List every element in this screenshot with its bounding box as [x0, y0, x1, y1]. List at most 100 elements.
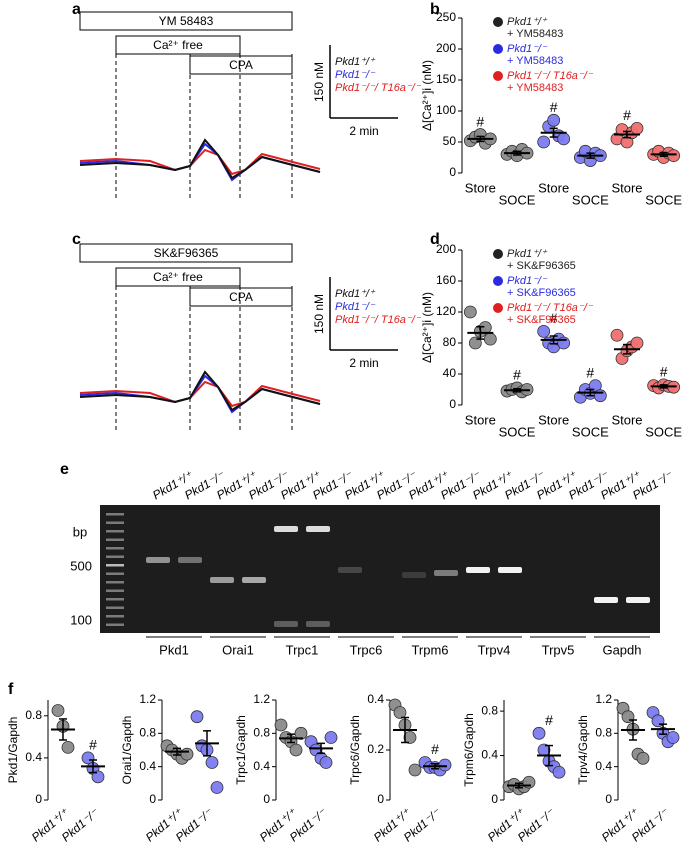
annotation: #: [550, 310, 558, 326]
legend-detail: + YM58483: [507, 55, 563, 67]
y-axis-label: Trpc6/Gapdh: [348, 715, 362, 785]
data-point: [190, 710, 204, 724]
gel-band: [146, 557, 170, 563]
data-point: [324, 731, 338, 744]
data-point: [319, 756, 333, 769]
y-tick-label: 40: [443, 366, 457, 380]
trace-legend: Pkd1⁻/⁻/ T16a⁻/⁻: [335, 314, 422, 326]
trace: [79, 380, 321, 408]
y-tick-label: 0: [377, 792, 384, 806]
trace: [79, 370, 321, 412]
legend-name: Pkd1⁻/⁻: [507, 275, 548, 287]
y-tick-label: 160: [436, 273, 456, 287]
x-tick-label: Store: [538, 180, 569, 195]
data-point: [403, 731, 417, 744]
data-point: [393, 706, 407, 719]
annotation: #: [431, 741, 439, 757]
legend-name: Pkd1⁻/⁻/ T16a⁻/⁻: [507, 302, 594, 314]
legend-marker: [493, 303, 503, 313]
ladder-band: [106, 598, 124, 601]
ladder-band: [106, 538, 124, 541]
y-tick-label: 0: [149, 792, 156, 806]
gel-unit: bp: [73, 524, 87, 539]
data-point: [557, 132, 571, 146]
y-tick-label: 250: [436, 10, 456, 24]
marker-label: 500: [70, 558, 92, 573]
legend-name: Pkd1⁺/⁺: [507, 16, 548, 28]
data-point: [552, 765, 566, 779]
gene-label: Trpm6: [411, 642, 448, 657]
data-point: [463, 305, 477, 319]
annotation: #: [89, 737, 97, 753]
y-tick-label: 0: [35, 792, 42, 806]
legend-marker: [493, 276, 503, 286]
data-point: [468, 336, 482, 350]
protocol-label: CPA: [229, 290, 253, 304]
legend-name: Pkd1⁺/⁺: [507, 248, 548, 260]
y-axis-label: Trpc1/Gapdh: [234, 715, 248, 785]
y-tick-label: 0.8: [25, 708, 42, 722]
x-tick-label: Store: [538, 412, 569, 427]
scale-label: 150 nM: [312, 62, 326, 102]
data-point: [289, 743, 303, 757]
y-tick-label: 0: [263, 792, 270, 806]
data-point: [651, 714, 665, 728]
gel-band: [594, 597, 618, 603]
y-tick-label: 200: [436, 242, 456, 256]
panel-label: f: [8, 681, 14, 698]
annotation: #: [550, 99, 558, 115]
legend-marker: [493, 17, 503, 27]
ladder-band: [106, 615, 124, 618]
panel-label: b: [430, 1, 440, 18]
y-axis-label: Trpm6/Gapdh: [462, 713, 476, 787]
trace-legend: Pkd1⁺/⁺: [335, 288, 376, 300]
gel-band: [338, 567, 362, 573]
data-point: [537, 324, 551, 338]
gel-band: [210, 577, 234, 583]
protocol-box: [79, 11, 293, 31]
annotation: #: [545, 712, 553, 728]
data-point: [438, 758, 452, 772]
protocol-box: [115, 267, 241, 287]
annotation: #: [513, 367, 521, 383]
x-tick-label: Store: [465, 180, 496, 195]
y-axis-label: Δ[Ca²⁺]i (nM): [420, 292, 434, 363]
data-point: [274, 718, 288, 732]
data-point: [547, 113, 561, 127]
data-point: [593, 389, 607, 403]
legend-detail: + SK&F96365: [507, 287, 576, 299]
y-tick-label: 0.4: [253, 759, 270, 773]
data-point: [610, 328, 624, 342]
protocol-label: CPA: [229, 58, 253, 72]
ladder-band: [106, 555, 124, 558]
protocol-label: Ca²⁺ free: [153, 270, 203, 284]
gel-band: [242, 577, 266, 583]
data-point: [205, 756, 219, 769]
gel-band: [306, 621, 330, 627]
gene-label: Orai1: [222, 642, 254, 657]
x-tick-label: SOCE: [499, 424, 536, 439]
gene-label: Trpv5: [542, 642, 575, 657]
x-tick-label: SOCE: [645, 192, 682, 207]
ladder-band: [106, 564, 124, 567]
y-axis-label: Trpv4/Gapdh: [576, 715, 590, 785]
gel-band: [498, 567, 522, 573]
panel-label: c: [72, 231, 81, 248]
annotation: #: [476, 113, 484, 129]
legend-detail: + YM58483: [507, 82, 563, 94]
gene-label: Trpv4: [478, 642, 511, 657]
y-tick-label: 0.4: [481, 748, 498, 762]
data-point: [621, 710, 635, 724]
gene-label: Gapdh: [602, 642, 641, 657]
x-tick-label: SOCE: [499, 192, 536, 207]
gel-band: [626, 597, 650, 603]
panel-label: a: [72, 1, 81, 18]
scale-label: 2 min: [349, 356, 378, 370]
ladder-band: [106, 547, 124, 550]
data-point: [557, 336, 571, 350]
y-tick-label: 1.2: [595, 692, 612, 706]
gel-band: [466, 567, 490, 573]
data-point: [61, 740, 75, 754]
y-tick-label: 0.4: [367, 692, 384, 706]
